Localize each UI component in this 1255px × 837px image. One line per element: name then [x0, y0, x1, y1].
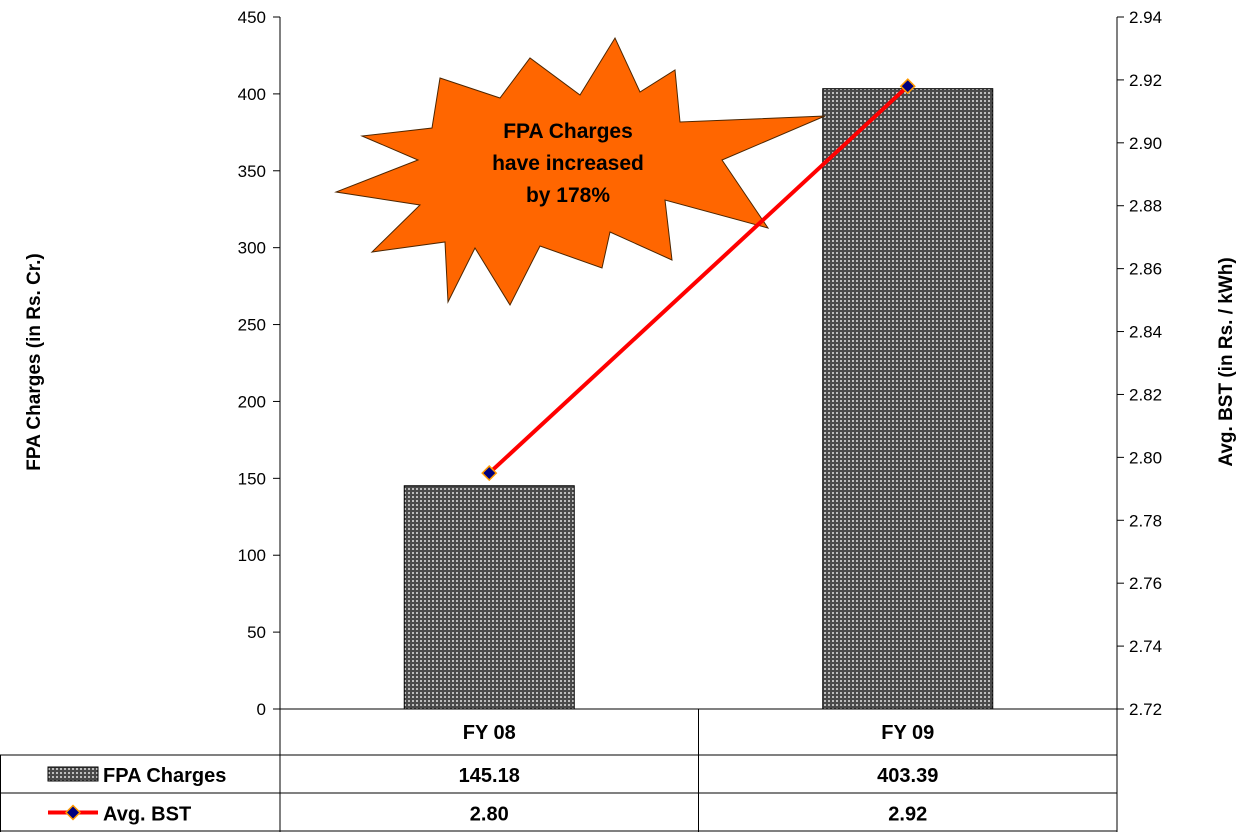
y2-axis-title: Avg. BST (in Rs. / kWh) [1216, 257, 1237, 466]
callout-line-3: by 178% [526, 184, 610, 207]
table-value: 2.80 [470, 804, 509, 826]
y2-tick-label: 2.82 [1129, 385, 1162, 404]
y2-tick-label: 2.90 [1129, 134, 1162, 153]
y-axis-title: FPA Charges (in Rs. Cr.) [24, 253, 45, 470]
y2-tick-label: 2.94 [1129, 8, 1162, 27]
legend-line-marker [64, 804, 82, 821]
line-point [481, 465, 498, 482]
x-category-label: FY 08 [463, 722, 516, 744]
y-tick-label: 400 [238, 85, 266, 104]
line-point [899, 78, 916, 95]
table-value: 145.18 [459, 765, 520, 787]
y2-tick-label: 2.88 [1129, 197, 1162, 216]
y2-tick-label: 2.78 [1129, 511, 1162, 530]
bar [822, 88, 994, 710]
y2-tick-label: 2.92 [1129, 71, 1162, 90]
y2-tick-label: 2.72 [1129, 700, 1162, 719]
y-tick-label: 100 [238, 546, 266, 565]
y-tick-label: 350 [238, 162, 266, 181]
legend-bar-swatch [47, 766, 99, 782]
legend-label-bst: Avg. BST [103, 804, 191, 826]
y2-tick-label: 2.86 [1129, 260, 1162, 279]
callout: FPA Charges have increased by 178% [334, 36, 826, 307]
data-table: FY 08 FY 09 FPA Charges 145.18 403.39 Avg. BS… [0, 708, 1118, 832]
table-value: 2.92 [888, 804, 927, 826]
bar [403, 485, 575, 710]
series-line [487, 84, 910, 475]
axes: 0 50 100 150 200 250 300 350 400 450 2.72 2.74 2.76 2… [238, 8, 1162, 719]
y2-tick-label: 2.74 [1129, 637, 1162, 656]
x-category-label: FY 09 [881, 722, 934, 744]
y-tick-label: 250 [238, 316, 266, 335]
y-tick-label: 50 [247, 623, 266, 642]
callout-starburst [334, 36, 826, 307]
callout-line-1: FPA Charges [503, 120, 633, 143]
line-series [481, 78, 916, 482]
y2-tick-label: 2.76 [1129, 574, 1162, 593]
y-tick-label: 0 [257, 700, 266, 719]
table-value: 403.39 [877, 765, 938, 787]
y-tick-label: 150 [238, 469, 266, 488]
y-tick-label: 300 [238, 239, 266, 258]
callout-line-2: have increased [492, 152, 644, 175]
legend-label-fpa: FPA Charges [103, 765, 226, 787]
y-tick-label: 200 [238, 392, 266, 411]
y-tick-label: 450 [238, 8, 266, 27]
bars [403, 88, 994, 710]
y2-tick-label: 2.84 [1129, 323, 1162, 342]
y2-tick-label: 2.80 [1129, 448, 1162, 467]
